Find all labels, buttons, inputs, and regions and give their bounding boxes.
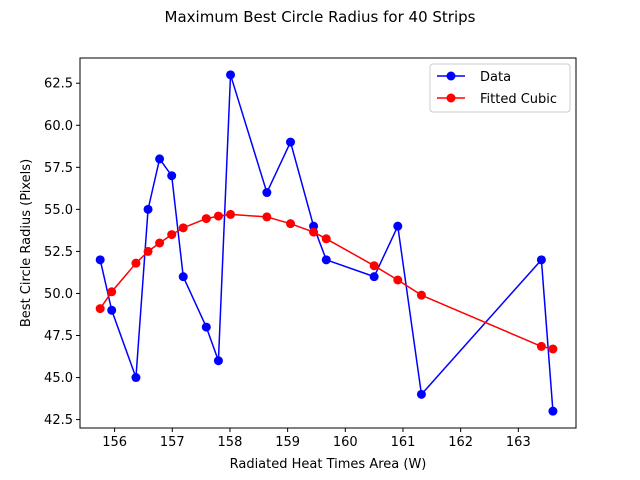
series-point-fitted-cubic (131, 258, 141, 268)
x-tick-label: 158 (218, 435, 243, 450)
series-point-fitted-cubic (416, 290, 426, 300)
x-tick-label: 157 (160, 435, 185, 450)
legend-fitted-label: Fitted Cubic (480, 92, 557, 107)
y-tick-label: 60.0 (44, 119, 73, 134)
y-axis-ticks: 42.5 45.0 47.5 50.0 52.5 55.0 57.5 60.0 62.5 (44, 77, 80, 428)
y-axis-title: Best Circle Radius (Pixels) (19, 159, 34, 327)
series-point-data (167, 171, 177, 181)
series-point-fitted-cubic (213, 211, 223, 221)
chart-title: Maximum Best Circle Radius for 40 Strips (165, 8, 476, 26)
y-tick-label: 57.5 (44, 161, 73, 176)
series-point-data (143, 204, 153, 214)
plot-frame (79, 57, 577, 429)
series-point-data (213, 356, 223, 366)
x-tick-label: 163 (506, 435, 531, 450)
series-point-fitted-cubic (95, 304, 105, 314)
x-tick-label: 161 (391, 435, 416, 450)
legend-data-label: Data (480, 70, 511, 85)
series-point-fitted-cubic (369, 261, 379, 271)
series-point-data (107, 305, 117, 315)
series-point-data (131, 373, 141, 383)
legend: Data Fitted Cubic (429, 63, 571, 113)
series-point-data (369, 272, 379, 282)
x-tick-label: 162 (448, 435, 473, 450)
y-tick-label: 45.0 (44, 371, 73, 386)
series-point-fitted-cubic (167, 230, 177, 240)
series-point-fitted-cubic (143, 246, 153, 256)
y-tick-label: 42.5 (44, 413, 73, 428)
series-point-fitted-cubic (155, 238, 165, 248)
x-axis-title: Radiated Heat Times Area (W) (230, 457, 427, 472)
series-point-fitted-cubic (393, 275, 403, 285)
legend-fitted-marker (446, 93, 456, 103)
y-tick-label: 52.5 (44, 245, 73, 260)
series-point-fitted-cubic (548, 344, 558, 354)
y-tick-label: 47.5 (44, 329, 73, 344)
legend-data-marker (446, 71, 456, 81)
series-point-data (321, 255, 331, 265)
series-point-data (226, 70, 236, 80)
series-point-data (262, 188, 272, 198)
series-point-data (416, 389, 426, 399)
series-point-fitted-cubic (201, 214, 211, 224)
x-tick-label: 156 (102, 435, 127, 450)
series-point-fitted-cubic (107, 287, 117, 297)
series-point-data (178, 272, 188, 282)
series-point-fitted-cubic (226, 209, 236, 219)
series-point-fitted-cubic (262, 212, 272, 222)
series-layer (95, 70, 558, 416)
series-point-data (548, 406, 558, 416)
x-tick-label: 159 (275, 435, 300, 450)
series-point-data (393, 221, 403, 231)
series-point-data (155, 154, 165, 164)
series-point-data (286, 137, 296, 147)
y-tick-label: 50.0 (44, 287, 73, 302)
series-point-fitted-cubic (178, 223, 188, 233)
y-tick-label: 55.0 (44, 203, 73, 218)
series-point-data (95, 255, 105, 265)
series-point-fitted-cubic (321, 234, 331, 244)
series-point-fitted-cubic (286, 219, 296, 229)
y-tick-label: 62.5 (44, 77, 73, 92)
x-tick-label: 160 (333, 435, 358, 450)
series-point-fitted-cubic (309, 227, 319, 237)
x-axis-ticks: 156 157 158 159 160 161 162 163 (102, 428, 531, 450)
series-point-fitted-cubic (536, 341, 546, 351)
series-point-data (201, 322, 211, 332)
series-point-data (536, 255, 546, 265)
